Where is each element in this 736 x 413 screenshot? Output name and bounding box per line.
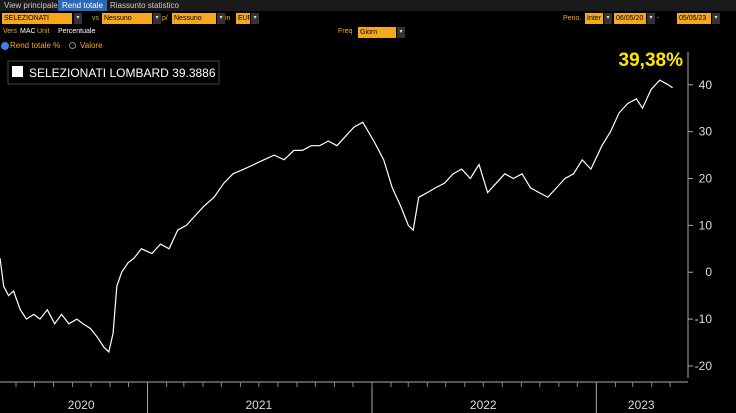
x-year-label: 2022: [470, 398, 497, 412]
y-tick-label: 10: [699, 218, 713, 232]
tab-rend-totale[interactable]: Rend totale: [58, 0, 107, 11]
currency-dropdown-arrow[interactable]: ▾: [251, 13, 259, 24]
radio-rend-totale-selected-icon[interactable]: [1, 42, 9, 50]
series-line-selezionati-lombard: [0, 79, 673, 354]
vers-label: Vers: [3, 28, 18, 35]
date-from-field[interactable]: 06/05/20: [614, 13, 646, 24]
date-to-calendar-icon[interactable]: ▾: [712, 13, 720, 24]
radio-rend-totale-label[interactable]: Rend totale %: [10, 41, 61, 50]
freq-dropdown-arrow[interactable]: ▾: [397, 27, 405, 38]
freq-field[interactable]: Giorn: [358, 27, 396, 38]
y-tick-label: 30: [699, 125, 713, 139]
toolbar: SELEZIONATI LOMBARD ▾ vs Nessuno ▾ p/ Ne…: [0, 12, 736, 33]
vs-field[interactable]: Nessuno: [102, 13, 152, 24]
y-tick-label: -10: [695, 312, 713, 326]
y-tick-label: 20: [699, 172, 713, 186]
x-year-label: 2020: [68, 398, 95, 412]
unit-value[interactable]: Percentuale: [58, 28, 96, 35]
period-field[interactable]: Inter: [585, 13, 603, 24]
y-tick-label: -20: [695, 359, 713, 373]
y-tick-label: 0: [705, 265, 712, 279]
legend-label: SELEZIONATI LOMBARD 39.3886: [29, 66, 216, 80]
mode-radio-row: Rend totale % Valore: [0, 39, 736, 52]
p-dropdown-arrow[interactable]: ▾: [217, 13, 225, 24]
y-tick-label: 40: [699, 78, 713, 92]
settings-row: Vers MAC Unit Percentuale Freq Giorn ▾: [0, 26, 736, 38]
vers-value[interactable]: MAC: [20, 28, 36, 35]
p-field[interactable]: Nessuno: [172, 13, 216, 24]
vs-label: vs: [92, 15, 99, 22]
in-label: in: [225, 15, 231, 22]
legend-box: [7, 60, 220, 85]
currency-field[interactable]: EUR: [236, 13, 253, 24]
radio-valore-label[interactable]: Valore: [80, 41, 103, 50]
legend-swatch-icon: [12, 66, 23, 77]
tab-riassunto-statistico[interactable]: Riassunto statistico: [110, 1, 179, 10]
last-value-label: 39,38%: [619, 50, 684, 71]
p-label: p/: [162, 15, 168, 22]
vs-dropdown-arrow[interactable]: ▾: [153, 13, 161, 24]
tab-bar: View principale Rend totale Riassunto st…: [0, 0, 736, 11]
security-field[interactable]: SELEZIONATI LOMBARD: [2, 13, 72, 33]
date-separator: -: [657, 15, 660, 22]
period-label: Perio.: [563, 15, 582, 22]
period-dropdown-arrow[interactable]: ▾: [604, 13, 612, 24]
freq-label: Freq: [338, 28, 353, 35]
x-year-label: 2021: [245, 398, 272, 412]
tab-view-principale[interactable]: View principale: [4, 1, 58, 10]
security-dropdown-arrow[interactable]: ▾: [74, 13, 82, 24]
unit-label: Unit: [37, 28, 50, 35]
date-to-field[interactable]: 05/05/23: [677, 13, 711, 24]
x-year-label: 2023: [628, 398, 655, 412]
radio-valore-icon[interactable]: [69, 42, 76, 49]
date-from-calendar-icon[interactable]: ▾: [647, 13, 655, 24]
